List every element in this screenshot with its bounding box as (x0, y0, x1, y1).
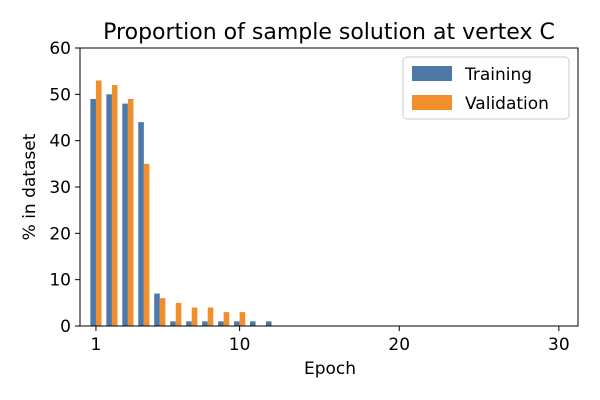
bar-training-epoch-12 (265, 321, 272, 326)
bar-training-epoch-6 (170, 321, 176, 326)
legend-swatch-training (412, 66, 452, 81)
bar-validation-epoch-3 (127, 98, 134, 326)
bar-training-epoch-10 (234, 321, 240, 326)
bar-training-epoch-3 (122, 103, 128, 326)
bar-validation-epoch-5 (159, 298, 166, 326)
x-axis-title: Epoch (304, 359, 356, 379)
x-axis: 1 10 20 30 (91, 326, 570, 355)
x-tick-label: 1 (91, 335, 102, 355)
y-tick-label: 10 (49, 271, 71, 291)
bar-training-epoch-5 (154, 293, 160, 326)
bar-training-epoch-9 (218, 321, 224, 326)
bar-training-epoch-2 (106, 94, 112, 326)
bar-validation-epoch-10 (239, 312, 246, 326)
y-tick-label: 60 (49, 39, 71, 59)
bar-training-epoch-4 (138, 122, 144, 326)
legend-swatch-validation (412, 95, 452, 110)
y-tick-label: 50 (49, 85, 71, 105)
bar-training-epoch-1 (90, 98, 96, 326)
y-tick-label: 30 (49, 178, 71, 198)
y-tick-label: 20 (49, 224, 71, 244)
bar-validation-epoch-7 (191, 307, 198, 326)
bars-group (90, 80, 272, 327)
bar-validation-epoch-1 (95, 80, 102, 327)
bar-validation-epoch-6 (175, 302, 182, 326)
bar-validation-epoch-9 (223, 312, 230, 326)
x-tick-label: 20 (388, 335, 410, 355)
bar-validation-epoch-8 (207, 307, 214, 326)
bar-training-epoch-8 (202, 321, 208, 326)
y-axis-title: % in dataset (20, 133, 40, 240)
y-tick-label: 40 (49, 132, 71, 152)
x-tick-label: 30 (548, 335, 570, 355)
legend-label-training: Training (464, 65, 532, 85)
legend: Training Validation (402, 56, 570, 120)
bar-training-epoch-11 (249, 321, 256, 326)
bar-training-epoch-7 (186, 321, 192, 326)
bar-validation-epoch-4 (143, 163, 150, 326)
plot-frame (79, 47, 579, 327)
legend-label-validation: Validation (465, 94, 549, 114)
bar-validation-epoch-2 (111, 85, 118, 326)
y-axis: 0 10 20 30 40 50 60 (49, 39, 80, 337)
chart-title: Proportion of sample solution at vertex … (103, 20, 555, 45)
x-tick-label: 10 (229, 335, 251, 355)
y-tick-label: 0 (60, 317, 71, 337)
